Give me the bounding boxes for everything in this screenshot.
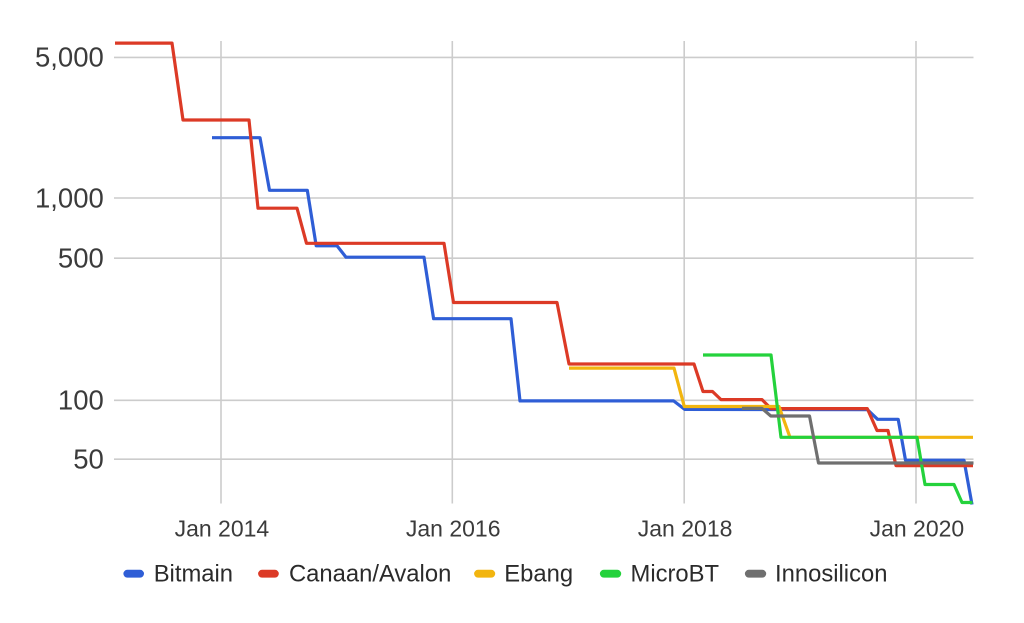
svg-text:Bitmain: Bitmain: [154, 560, 233, 587]
svg-text:MicroBT: MicroBT: [631, 560, 720, 587]
svg-text:Innosilicon: Innosilicon: [775, 560, 887, 587]
svg-text:Jan 2014: Jan 2014: [175, 516, 270, 542]
svg-text:Jan 2018: Jan 2018: [638, 516, 733, 542]
svg-text:1,000: 1,000: [35, 182, 104, 213]
svg-text:Canaan/Avalon: Canaan/Avalon: [289, 560, 451, 587]
svg-text:Jan 2020: Jan 2020: [870, 516, 965, 542]
svg-text:5,000: 5,000: [35, 42, 104, 73]
svg-text:500: 500: [58, 243, 104, 274]
svg-text:Ebang: Ebang: [504, 560, 573, 587]
svg-text:100: 100: [58, 385, 104, 416]
svg-text:Jan 2016: Jan 2016: [406, 516, 501, 542]
svg-text:50: 50: [73, 444, 104, 475]
